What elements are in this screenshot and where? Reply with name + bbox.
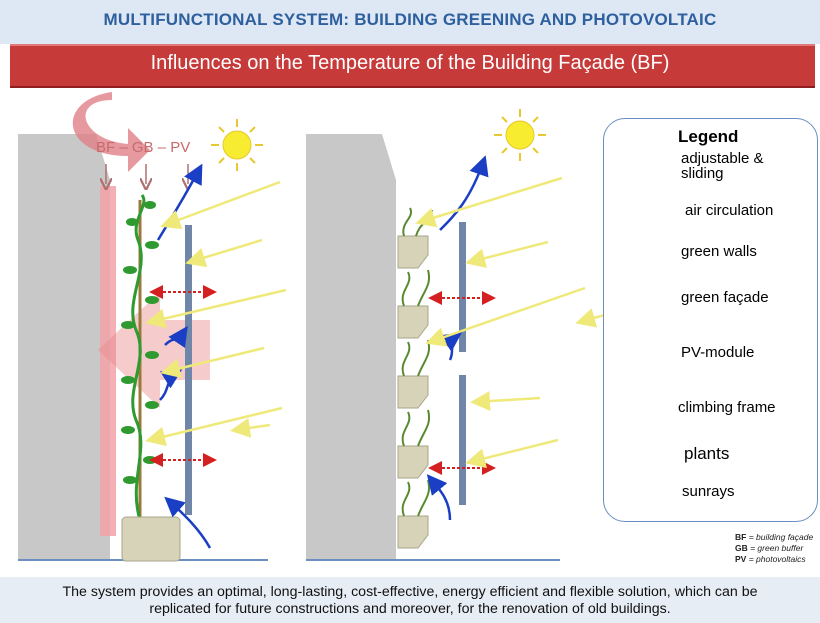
pv-module-left — [185, 225, 192, 515]
footer-bar — [0, 577, 820, 623]
legend-label-sunrays: sunrays — [682, 483, 735, 500]
air-arrow-left-2 — [164, 325, 188, 349]
air-arrow-left-1 — [156, 163, 203, 241]
legend-label-air-circulation: air circulation — [685, 202, 774, 219]
footer-line-1: The system provides an optimal, long-las… — [62, 584, 758, 600]
plant-left — [131, 194, 146, 521]
green-wall-plants — [401, 207, 433, 517]
layer-labels: BF – GB – PV — [96, 139, 191, 156]
legend-box — [603, 118, 818, 522]
pv-module-right-2 — [459, 375, 466, 505]
title-bar — [0, 0, 820, 44]
air-arrow-right-2 — [439, 332, 463, 361]
building-facade-right — [306, 134, 396, 560]
air-arrow-right-3 — [426, 474, 452, 521]
planter-left — [121, 516, 181, 562]
sun-left — [211, 119, 263, 171]
legend-label-green-facade: green façade — [681, 289, 769, 306]
footer-line-2: replicated for future constructions and … — [149, 601, 671, 617]
legend-label-green-walls: green walls — [681, 243, 757, 260]
subtitle-bar — [10, 44, 815, 88]
legend-label-plants: plants — [684, 444, 730, 463]
legend-title: Legend — [678, 127, 739, 146]
sunrays-right — [415, 176, 609, 469]
heat-band — [100, 186, 116, 536]
abbreviation-pv: PV = photovoltaics — [735, 554, 806, 564]
footer-text: The system provides an optimal, long-las… — [0, 584, 820, 618]
legend-label-adjustable-sliding: adjustable & sliding — [681, 150, 764, 182]
page-title: MULTIFUNCTIONAL SYSTEM: BUILDING GREENIN… — [103, 10, 717, 29]
sunrays-left — [145, 180, 287, 447]
left-scene — [18, 92, 287, 562]
heat-reflection-arrow — [72, 92, 150, 172]
right-scene — [306, 109, 609, 561]
air-arrow-left-4 — [164, 496, 212, 549]
pv-module-right-1 — [459, 222, 466, 352]
green-wall-modules — [397, 235, 429, 549]
sun-right — [494, 109, 546, 161]
abbreviation-gb: GB = green buffer — [735, 543, 804, 553]
abbreviation-bf: BF = building façade — [735, 532, 814, 542]
page-subtitle: Influences on the Temperature of the Bui… — [150, 52, 670, 74]
building-facade-left — [18, 134, 110, 560]
air-arrow-right-1 — [439, 155, 489, 231]
legend-label-climbing-frame: climbing frame — [678, 399, 776, 416]
legend-label-pv-module: PV-module — [681, 344, 755, 361]
